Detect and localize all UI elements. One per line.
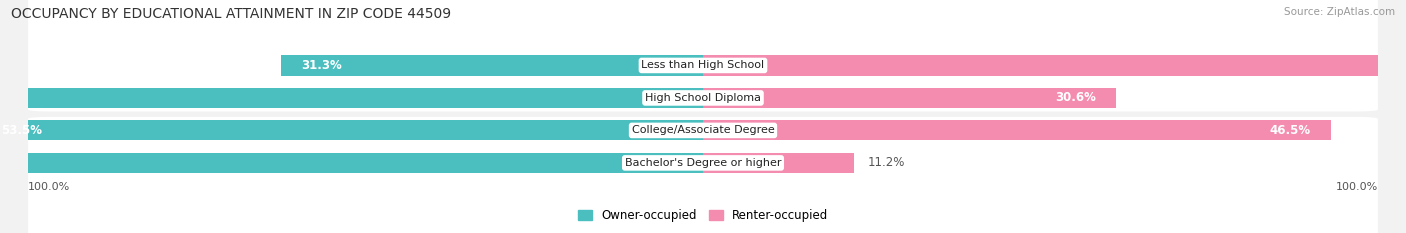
Text: OCCUPANCY BY EDUCATIONAL ATTAINMENT IN ZIP CODE 44509: OCCUPANCY BY EDUCATIONAL ATTAINMENT IN Z… — [11, 7, 451, 21]
Text: College/Associate Degree: College/Associate Degree — [631, 125, 775, 135]
Bar — [0, 88, 703, 108]
Text: 46.5%: 46.5% — [1270, 124, 1310, 137]
Text: 53.5%: 53.5% — [1, 124, 42, 137]
Bar — [703, 120, 1330, 140]
Bar — [703, 88, 1116, 108]
Bar — [703, 153, 855, 173]
Bar — [0, 120, 703, 140]
Text: 100.0%: 100.0% — [1336, 182, 1378, 192]
Text: Less than High School: Less than High School — [641, 60, 765, 70]
Text: Source: ZipAtlas.com: Source: ZipAtlas.com — [1284, 7, 1395, 17]
Text: High School Diploma: High School Diploma — [645, 93, 761, 103]
Text: Bachelor's Degree or higher: Bachelor's Degree or higher — [624, 158, 782, 168]
Text: 31.3%: 31.3% — [301, 59, 342, 72]
Legend: Owner-occupied, Renter-occupied: Owner-occupied, Renter-occupied — [572, 205, 834, 227]
Bar — [703, 55, 1406, 75]
FancyBboxPatch shape — [28, 0, 1378, 111]
Text: 11.2%: 11.2% — [868, 156, 905, 169]
Bar — [0, 153, 703, 173]
Bar — [281, 55, 703, 75]
Text: 30.6%: 30.6% — [1054, 91, 1095, 104]
FancyBboxPatch shape — [28, 117, 1378, 233]
Text: 100.0%: 100.0% — [28, 182, 70, 192]
